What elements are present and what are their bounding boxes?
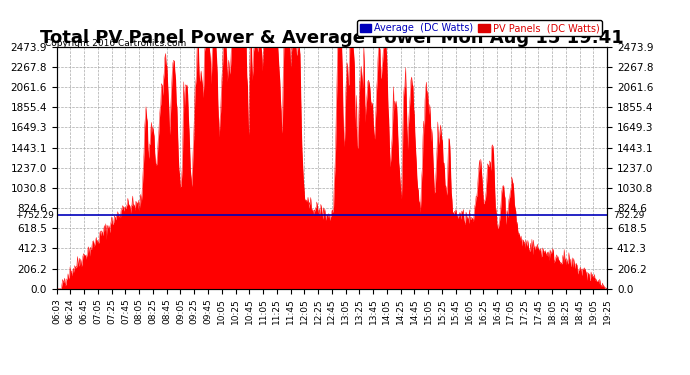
Text: 752.29: 752.29 <box>613 211 644 220</box>
Legend: Average  (DC Watts), PV Panels  (DC Watts): Average (DC Watts), PV Panels (DC Watts) <box>357 20 602 36</box>
Title: Total PV Panel Power & Average Power Mon Aug 15 19:41: Total PV Panel Power & Average Power Mon… <box>40 29 624 47</box>
Text: Copyright 2016 Cartronics.com: Copyright 2016 Cartronics.com <box>45 39 186 48</box>
Text: +752.29: +752.29 <box>15 211 54 220</box>
